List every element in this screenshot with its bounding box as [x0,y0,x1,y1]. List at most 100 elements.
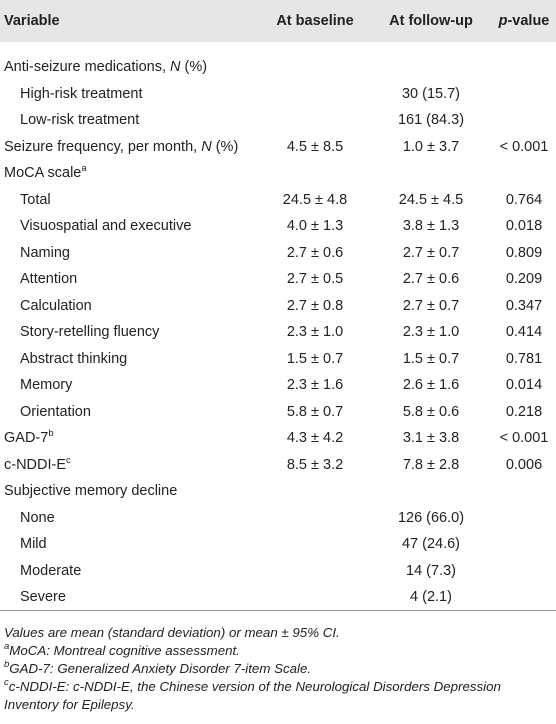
row-label: Naming [0,240,260,267]
superscript: a [81,163,87,175]
empty-cell [370,478,492,505]
cell: 8.5 ± 3.2 [286,456,344,473]
empty-cell [260,558,370,585]
cell: 2.7 ± 0.7 [402,244,460,261]
sub-row: Low-risk treatment 161 (84.3) [0,107,556,134]
cell: 0.414 [505,324,543,341]
row-label: Mild [0,531,260,558]
text: Visuospatial and executive [20,218,192,235]
row: Anti-seizure medications, N (%) [0,54,556,81]
cell: 1.0 ± 3.7 [402,138,460,155]
empty-cell [370,54,492,81]
cell: 5.8 ± 0.7 [286,403,344,420]
cell: 161 (84.3) [397,112,465,129]
empty-cell [492,478,556,505]
cell: 24.5 ± 4.8 [282,191,348,208]
cell: 0.006 [505,456,543,473]
text: Calculation [20,297,92,314]
row-label: GAD-7b [0,425,260,452]
text: Mild [20,536,47,553]
superscript: a [4,641,10,652]
row-label: Memory [0,372,260,399]
italic-text: p [498,13,508,29]
cell: 47 (24.6) [401,536,461,553]
text: Variable [4,13,60,29]
empty-cell [260,478,370,505]
sub-row: Severe 4 (2.1) [0,584,556,611]
sub-row: Total 24.5 ± 4.8 24.5 ± 4.5 0.764 [0,187,556,214]
text: Moderate [20,562,82,579]
sub-row: Naming 2.7 ± 0.6 2.7 ± 0.7 0.809 [0,240,556,267]
cell: 0.209 [505,271,543,288]
text: Abstract thinking [20,350,128,367]
cell: 0.018 [505,218,543,235]
text: Naming [20,244,70,261]
empty-cell [492,584,556,611]
row-label: Attention [0,266,260,293]
footnote-text: Values are mean (standard deviation) or … [4,625,340,640]
sub-row: Story-retelling fluency 2.3 ± 1.0 2.3 ± 1.… [0,319,556,346]
text: Seizure frequency, per month, [4,138,202,155]
row: GAD-7b 4.3 ± 4.2 3.1 ± 3.8 < 0.001 [0,425,556,452]
sub-row: Attention 2.7 ± 0.5 2.7 ± 0.6 0.209 [0,266,556,293]
text: Subjective memory decline [4,483,178,500]
row-label: Subjective memory decline [0,478,260,505]
text: High-risk treatment [20,85,143,102]
cell: 2.3 ± 1.6 [286,377,344,394]
cell: 2.3 ± 1.0 [286,324,344,341]
row-label: MoCA scalea [0,160,260,187]
row-label: Calculation [0,293,260,320]
cell: 2.6 ± 1.6 [402,377,460,394]
empty-cell [260,160,370,187]
sub-row: Orientation 5.8 ± 0.7 5.8 ± 0.6 0.218 [0,399,556,426]
text: MoCA scale [4,165,82,182]
cell: 0.014 [505,377,543,394]
column-header: Variable [0,0,260,42]
empty-cell [260,584,370,611]
text: Anti-seizure medications, [4,59,171,76]
row-label: High-risk treatment [0,81,260,108]
cell: 30 (15.7) [401,85,461,102]
cell: 3.1 ± 3.8 [402,430,460,447]
header-row: Variable At baseline At follow-up p-value [0,0,556,42]
row-label: Moderate [0,558,260,585]
row: Seizure frequency, per month, N (%) 4.5 ±… [0,134,556,161]
row-label: Anti-seizure medications, N (%) [0,54,260,81]
cell: 2.7 ± 0.5 [286,271,344,288]
text: Attention [20,271,78,288]
text: At baseline [276,13,354,29]
row-label: Abstract thinking [0,346,260,373]
italic-text: N [201,138,212,155]
empty-cell [492,558,556,585]
cell: 2.7 ± 0.7 [402,297,460,314]
cell: < 0.001 [499,138,549,155]
text: c-NDDI-E [4,456,67,473]
empty-cell [370,160,492,187]
empty-cell [492,81,556,108]
empty-cell [260,107,370,134]
cell: 0.347 [505,297,543,314]
cell: 4.0 ± 1.3 [286,218,344,235]
row-label: Total [0,187,260,214]
text: Orientation [20,403,91,420]
cell: 0.781 [505,350,543,367]
column-header: p-value [492,0,556,42]
row-label: c-NDDI-Ec [0,452,260,479]
superscript: c [66,454,71,466]
cell: 24.5 ± 4.5 [398,191,464,208]
empty-cell [492,160,556,187]
superscript: c [4,677,9,688]
superscript: b [4,659,10,670]
text: (%) [211,138,239,155]
row: c-NDDI-Ec 8.5 ± 3.2 7.8 ± 2.8 0.006 [0,452,556,479]
row-label: Story-retelling fluency [0,319,260,346]
cell: 2.3 ± 1.0 [402,324,460,341]
sub-row: High-risk treatment 30 (15.7) [0,81,556,108]
sub-row: Calculation 2.7 ± 0.8 2.7 ± 0.7 0.347 [0,293,556,320]
empty-cell [492,531,556,558]
cell: 1.5 ± 0.7 [286,350,344,367]
text: (%) [180,59,208,76]
spacer [0,42,556,54]
text: Story-retelling fluency [20,324,160,341]
cell: 0.218 [505,403,543,420]
